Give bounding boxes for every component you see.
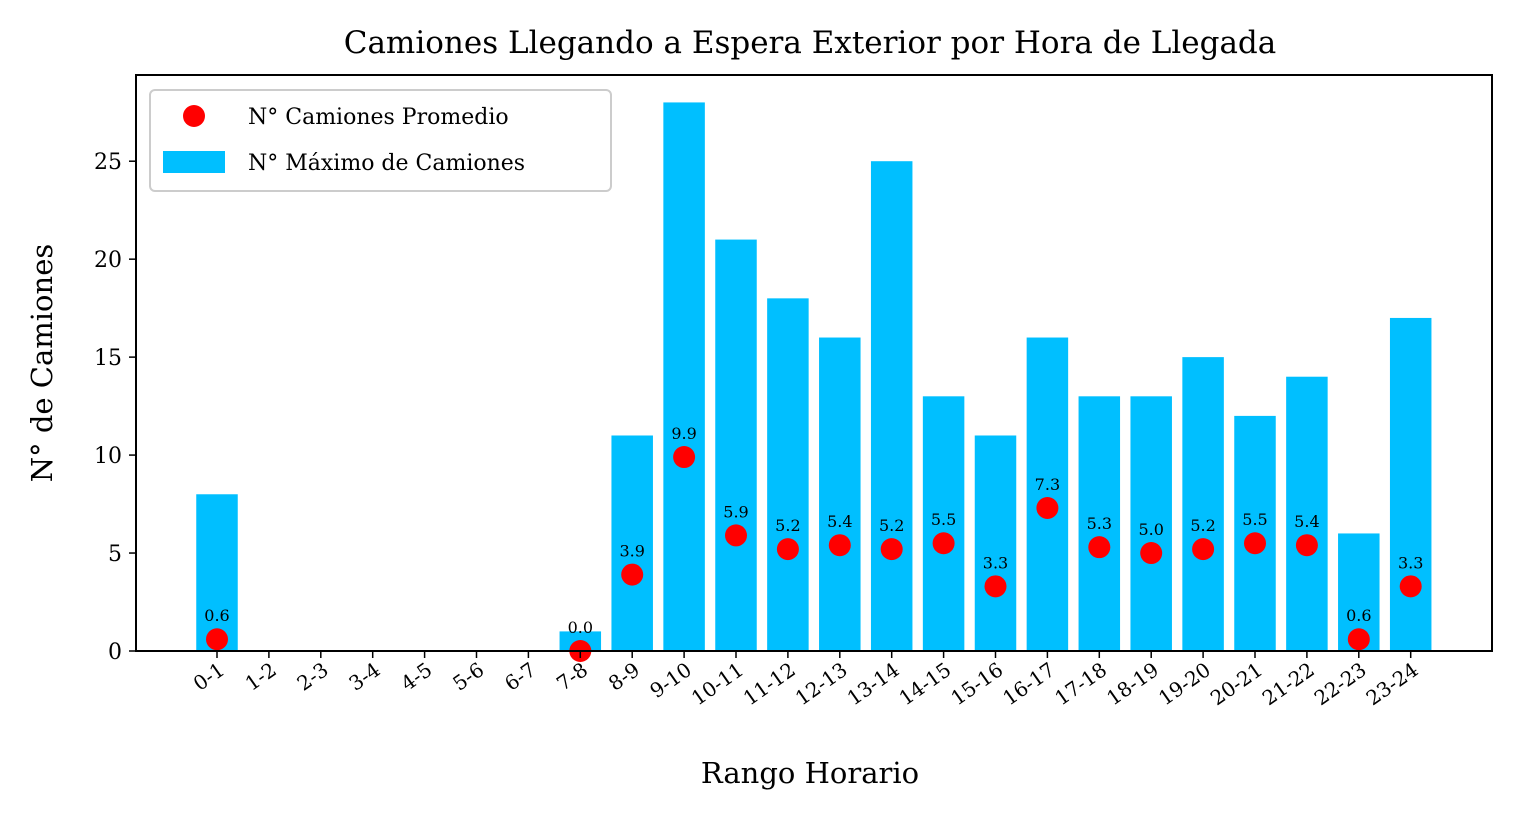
- x-tick-label-10-11: 10-11: [687, 657, 748, 710]
- point-11-12: [776, 538, 799, 561]
- x-tick-label-23-24: 23-24: [1362, 657, 1423, 710]
- legend-marker-max: [163, 151, 225, 173]
- x-tick-label-3-4: 3-4: [344, 657, 384, 695]
- point-12-13: [828, 534, 851, 557]
- bar-16-17: [1026, 337, 1069, 651]
- data-label-13-14: 5.2: [879, 516, 904, 535]
- bar-15-16: [974, 435, 1017, 651]
- y-axis-label: N° de Camiones: [25, 244, 59, 482]
- data-label-18-19: 5.0: [1138, 520, 1163, 539]
- data-label-10-11: 5.9: [723, 502, 748, 521]
- x-tick-label-1-2: 1-2: [241, 657, 281, 695]
- bars: [196, 102, 1432, 652]
- legend-label-max: N° Máximo de Camiones: [248, 151, 525, 176]
- legend-marker-avg: [183, 105, 205, 127]
- bar-17-18: [1078, 396, 1121, 651]
- x-axis: 0-1 1-2 2-3 3-4 4-5 5-6 6-7 7-8 8-9 9-1010-1111-1…: [189, 651, 1423, 710]
- data-label-15-16: 3.3: [983, 553, 1008, 572]
- x-tick-label-22-23: 22-23: [1310, 657, 1371, 710]
- bar-10-11: [715, 239, 757, 652]
- points: [206, 446, 1422, 662]
- bar-14-15: [922, 396, 965, 651]
- point-19-20: [1192, 538, 1215, 561]
- data-label-19-20: 5.2: [1190, 516, 1215, 535]
- point-15-16: [984, 575, 1007, 598]
- point-10-11: [725, 524, 747, 547]
- x-tick-label-19-20: 19-20: [1154, 657, 1215, 710]
- data-label-23-24: 3.3: [1398, 553, 1423, 572]
- x-tick-label-7-8: 7-8: [552, 657, 592, 695]
- bar-11-12: [767, 298, 809, 651]
- point-20-21: [1244, 532, 1266, 555]
- y-tick-label-25: 25: [94, 150, 122, 175]
- point-18-19: [1140, 542, 1163, 565]
- point-22-23: [1347, 628, 1370, 651]
- y-tick-label-15: 15: [94, 346, 122, 371]
- x-tick-label-20-21: 20-21: [1206, 657, 1267, 710]
- point-9-10: [673, 446, 696, 469]
- point-13-14: [880, 538, 903, 561]
- x-tick-label-17-18: 17-18: [1050, 657, 1111, 710]
- x-tick-label-4-5: 4-5: [396, 657, 436, 695]
- data-label-12-13: 5.4: [827, 512, 852, 531]
- y-tick-label-10: 10: [94, 444, 122, 469]
- bar-21-22: [1286, 376, 1328, 651]
- data-label-21-22: 5.4: [1294, 512, 1319, 531]
- data-label-0-1: 0.6: [204, 606, 229, 625]
- data-label-7-8: 0.0: [568, 618, 593, 637]
- plot-frame: [135, 74, 1493, 652]
- x-tick-label-15-16: 15-16: [946, 657, 1007, 710]
- x-tick-label-6-7: 6-7: [500, 657, 540, 695]
- x-axis-label: Rango Horario: [701, 756, 919, 790]
- x-tick-label-16-17: 16-17: [998, 657, 1059, 710]
- point-23-24: [1399, 575, 1422, 598]
- data-label-8-9: 3.9: [619, 542, 644, 561]
- bar-0-1: [196, 494, 238, 651]
- data-labels: 0.6 0.0 3.9 9.9 5.9 5.2 5.4 5.2 5.5 3.3 7.3 5.3 5.0 5…: [204, 424, 1423, 637]
- x-tick-label-14-15: 14-15: [894, 657, 955, 710]
- bar-12-13: [819, 337, 861, 651]
- data-label-14-15: 5.5: [931, 510, 956, 529]
- x-tick-label-21-22: 21-22: [1258, 657, 1319, 710]
- data-label-16-17: 7.3: [1035, 475, 1060, 494]
- y-tick-label-20: 20: [94, 248, 122, 273]
- data-label-22-23: 0.6: [1346, 606, 1371, 625]
- bar-19-20: [1182, 357, 1224, 651]
- point-16-17: [1036, 496, 1059, 519]
- x-tick-label-2-3: 2-3: [293, 657, 333, 695]
- x-tick-label-0-1: 0-1: [189, 657, 229, 695]
- plot-area: 0.6 0.0 3.9 9.9 5.9 5.2 5.4 5.2 5.5 3.3 7.3 5.3 5.0 5…: [135, 74, 1493, 662]
- bar-8-9: [611, 435, 653, 651]
- legend-box: [149, 89, 612, 192]
- bar-23-24: [1389, 317, 1432, 651]
- x-tick-label-12-13: 12-13: [791, 657, 852, 710]
- y-axis: 0 5 10 15 20 25: [94, 150, 136, 665]
- y-tick-label-0: 0: [108, 640, 122, 665]
- x-tick-label-5-6: 5-6: [448, 657, 488, 695]
- point-14-15: [932, 532, 955, 555]
- bar-18-19: [1130, 396, 1172, 651]
- point-21-22: [1295, 534, 1318, 557]
- point-0-1: [206, 628, 228, 651]
- x-tick-label-18-19: 18-19: [1102, 657, 1163, 710]
- x-tick-label-11-12: 11-12: [739, 657, 800, 710]
- bar-13-14: [870, 161, 913, 651]
- x-tick-label-8-9: 8-9: [604, 657, 644, 695]
- legend-label-avg: N° Camiones Promedio: [248, 105, 509, 130]
- y-tick-label-5: 5: [108, 542, 122, 567]
- chart-title: Camiones Llegando a Espera Exterior por …: [344, 25, 1277, 61]
- point-8-9: [621, 563, 644, 586]
- legend: N° Camiones Promedio N° Máximo de Camion…: [149, 89, 612, 192]
- point-17-18: [1088, 536, 1111, 559]
- data-label-11-12: 5.2: [775, 516, 800, 535]
- data-label-17-18: 5.3: [1087, 514, 1112, 533]
- x-tick-label-13-14: 13-14: [843, 657, 904, 710]
- data-label-20-21: 5.5: [1242, 510, 1267, 529]
- x-tick-label-9-10: 9-10: [645, 657, 696, 702]
- data-label-9-10: 9.9: [671, 424, 696, 443]
- bar-9-10: [663, 102, 705, 651]
